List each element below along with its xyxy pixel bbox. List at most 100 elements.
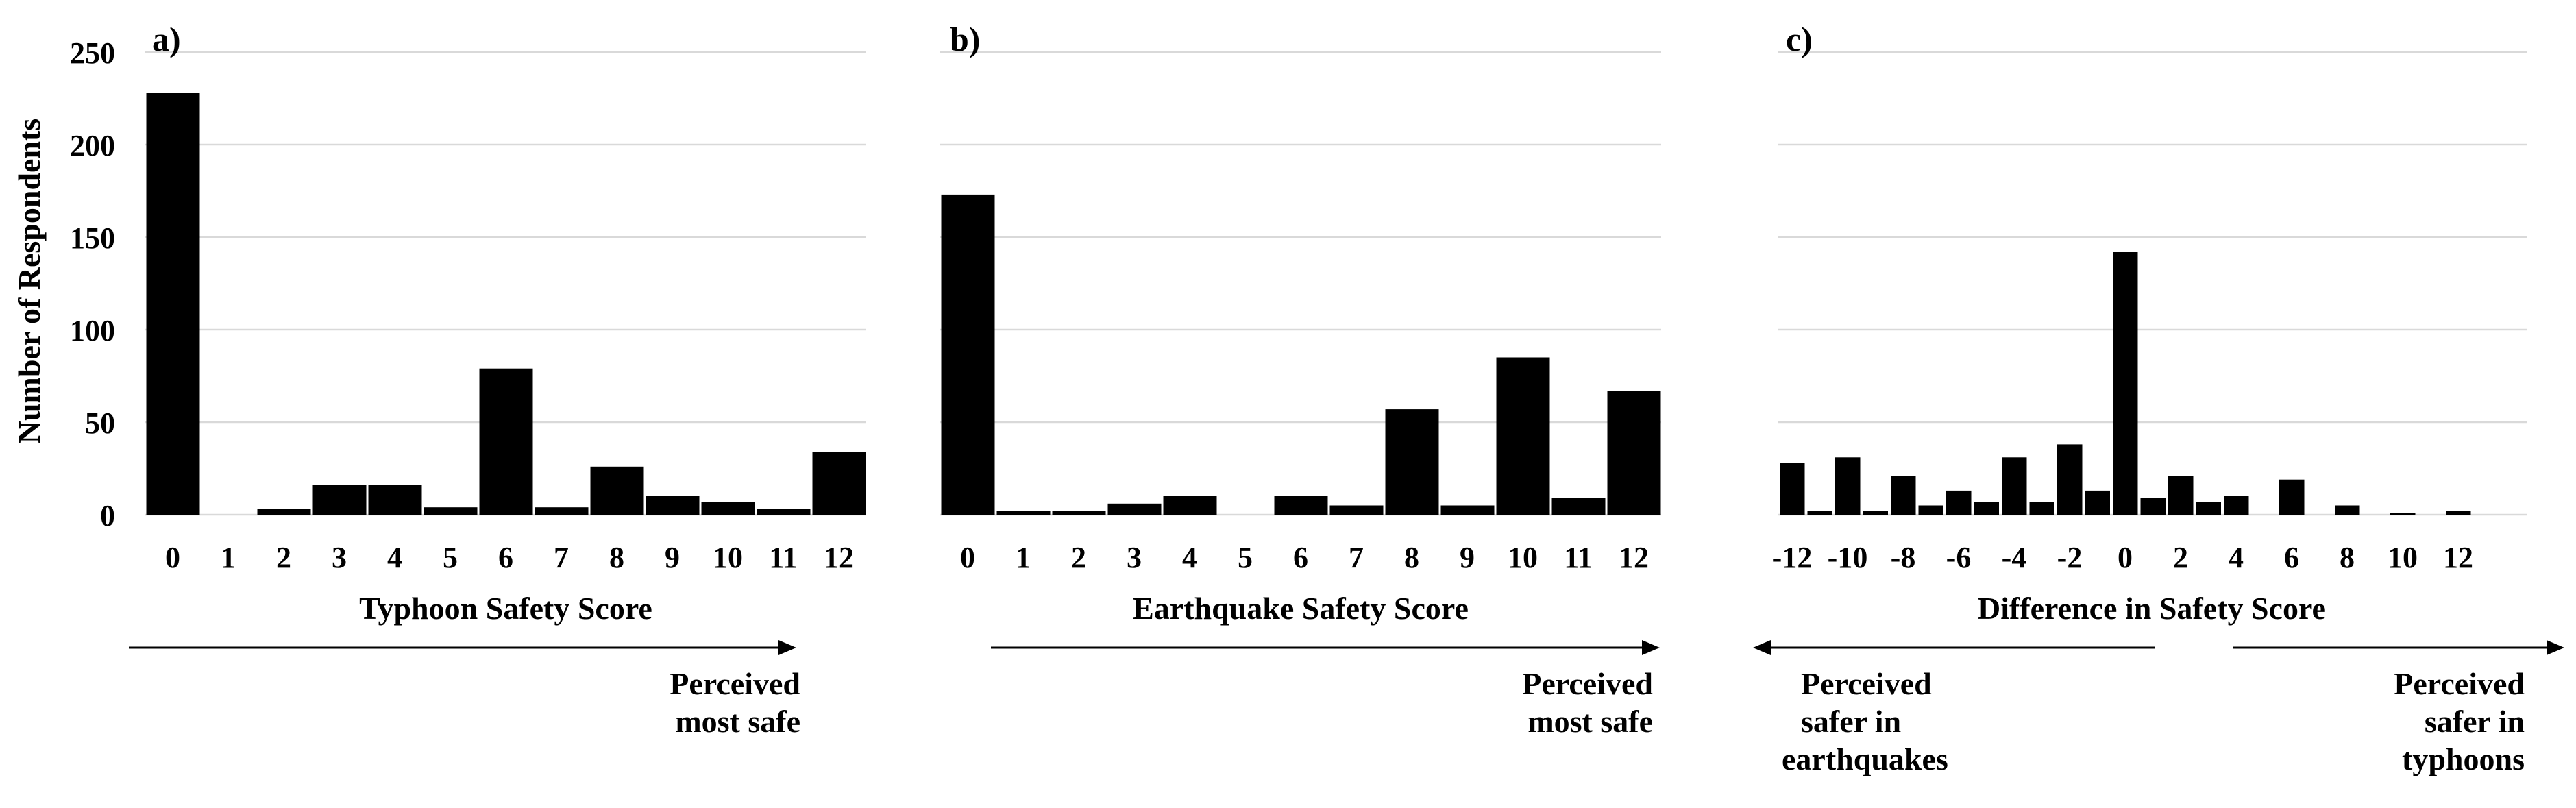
annotation-line: most safe [1528, 704, 1653, 739]
x-tick-label: -4 [2002, 541, 2027, 574]
bar [2279, 479, 2305, 515]
panel-c: c) -12 -10 -8 -6 -4 -2 0 2 4 6 8 10 12 D… [1753, 20, 2564, 776]
y-tick-label: 250 [70, 36, 115, 70]
bar [1052, 511, 1106, 515]
x-tick-label: 12 [2443, 541, 2473, 574]
annotation-line: Perceived [1801, 666, 1932, 701]
bar [479, 368, 533, 515]
bar [2113, 252, 2138, 515]
bars [941, 194, 1661, 515]
x-axis-title: Typhoon Safety Score [359, 591, 652, 626]
y-axis-title: Number of Respondents [12, 119, 47, 444]
bar [701, 502, 755, 515]
annotation-line: safer in [2425, 704, 2525, 739]
annotation-line: earthquakes [1782, 742, 1948, 776]
x-tick-label: 7 [554, 541, 569, 574]
bar [1918, 505, 1943, 515]
bar [368, 485, 422, 515]
x-axis-title: Earthquake Safety Score [1133, 591, 1469, 626]
bar [1385, 409, 1439, 515]
x-tick-label: 6 [498, 541, 513, 574]
arrow-right-icon [2547, 640, 2564, 655]
panel-label: b) [950, 20, 980, 58]
x-tick-label: 8 [1404, 541, 1419, 574]
y-tick-labels: 0 50 100 150 200 250 [70, 36, 115, 532]
panel-label: c) [1786, 20, 1813, 58]
bar [2168, 476, 2194, 515]
bar [941, 194, 995, 515]
bar [1163, 496, 1217, 515]
panel-a: a) 0 1 2 3 4 5 6 7 8 9 10 11 12 Typhoon … [129, 20, 866, 739]
bar [1440, 505, 1495, 515]
arrow-right-icon [778, 640, 796, 655]
arrow-left-icon [1753, 640, 1771, 655]
x-tick-label: 1 [1016, 541, 1031, 574]
x-tick-labels: 0 1 2 3 4 5 6 7 8 9 10 11 12 [165, 541, 854, 574]
gridlines [1778, 51, 2527, 516]
annotation-line: safer in [1801, 704, 1901, 739]
bar [1607, 391, 1661, 515]
bar [646, 496, 700, 515]
x-tick-label: 9 [665, 541, 680, 574]
bar [1780, 463, 1805, 515]
bar [1496, 357, 1550, 515]
y-tick-label: 200 [70, 129, 115, 162]
x-tick-label: 2 [276, 541, 291, 574]
bar [312, 485, 367, 515]
x-tick-label: -12 [1772, 541, 1813, 574]
bar [1329, 505, 1384, 515]
x-tick-label: -8 [1891, 541, 1916, 574]
bar [1274, 496, 1328, 515]
annotation-line: most safe [675, 704, 800, 739]
x-tick-label: 0 [2118, 541, 2133, 574]
x-tick-label: 8 [609, 541, 624, 574]
x-tick-label: 11 [769, 541, 798, 574]
y-tick-label: 150 [70, 221, 115, 255]
y-tick-label: 0 [100, 499, 115, 532]
bar [757, 509, 811, 515]
bar [1807, 511, 1832, 515]
bar [424, 507, 478, 515]
x-tick-label: 10 [713, 541, 743, 574]
annotation-line: Perceived [670, 666, 800, 701]
x-tick-label: 10 [1508, 541, 1538, 574]
bar [2390, 513, 2416, 515]
x-tick-label: 12 [1619, 541, 1649, 574]
y-tick-label: 100 [70, 314, 115, 347]
x-tick-label: 8 [2340, 541, 2355, 574]
panel-label: a) [152, 20, 181, 58]
bar [1551, 498, 1606, 515]
bar [535, 507, 589, 515]
x-tick-label: -6 [1946, 541, 1972, 574]
x-tick-label: 1 [221, 541, 236, 574]
bar [2140, 498, 2166, 515]
x-tick-label: 4 [387, 541, 402, 574]
bar [2335, 505, 2360, 515]
bar [2196, 502, 2221, 515]
panel-b: b) 0 1 2 3 4 5 6 7 8 9 10 11 12 Earthqua… [940, 20, 1661, 739]
y-tick-label: 50 [85, 406, 115, 440]
bar [812, 452, 866, 515]
bar [2029, 502, 2054, 515]
bar [1946, 490, 1972, 515]
x-tick-label: 4 [2229, 541, 2244, 574]
bar [2085, 490, 2110, 515]
x-tick-label: -10 [1828, 541, 1868, 574]
x-tick-label: 3 [1127, 541, 1142, 574]
bar [2002, 457, 2027, 515]
bar [2057, 444, 2083, 515]
bar [996, 511, 1051, 515]
x-tick-label: 9 [1460, 541, 1475, 574]
x-tick-label: 3 [332, 541, 347, 574]
x-tick-label: 7 [1349, 541, 1364, 574]
x-tick-label: 12 [824, 541, 854, 574]
x-tick-label: 6 [2284, 541, 2299, 574]
x-tick-label: 0 [960, 541, 975, 574]
bar [2446, 511, 2471, 515]
x-tick-label: 2 [2173, 541, 2188, 574]
bar [590, 466, 644, 515]
bar [2224, 496, 2249, 515]
bar [1863, 511, 1888, 515]
x-tick-label: 5 [1238, 541, 1253, 574]
